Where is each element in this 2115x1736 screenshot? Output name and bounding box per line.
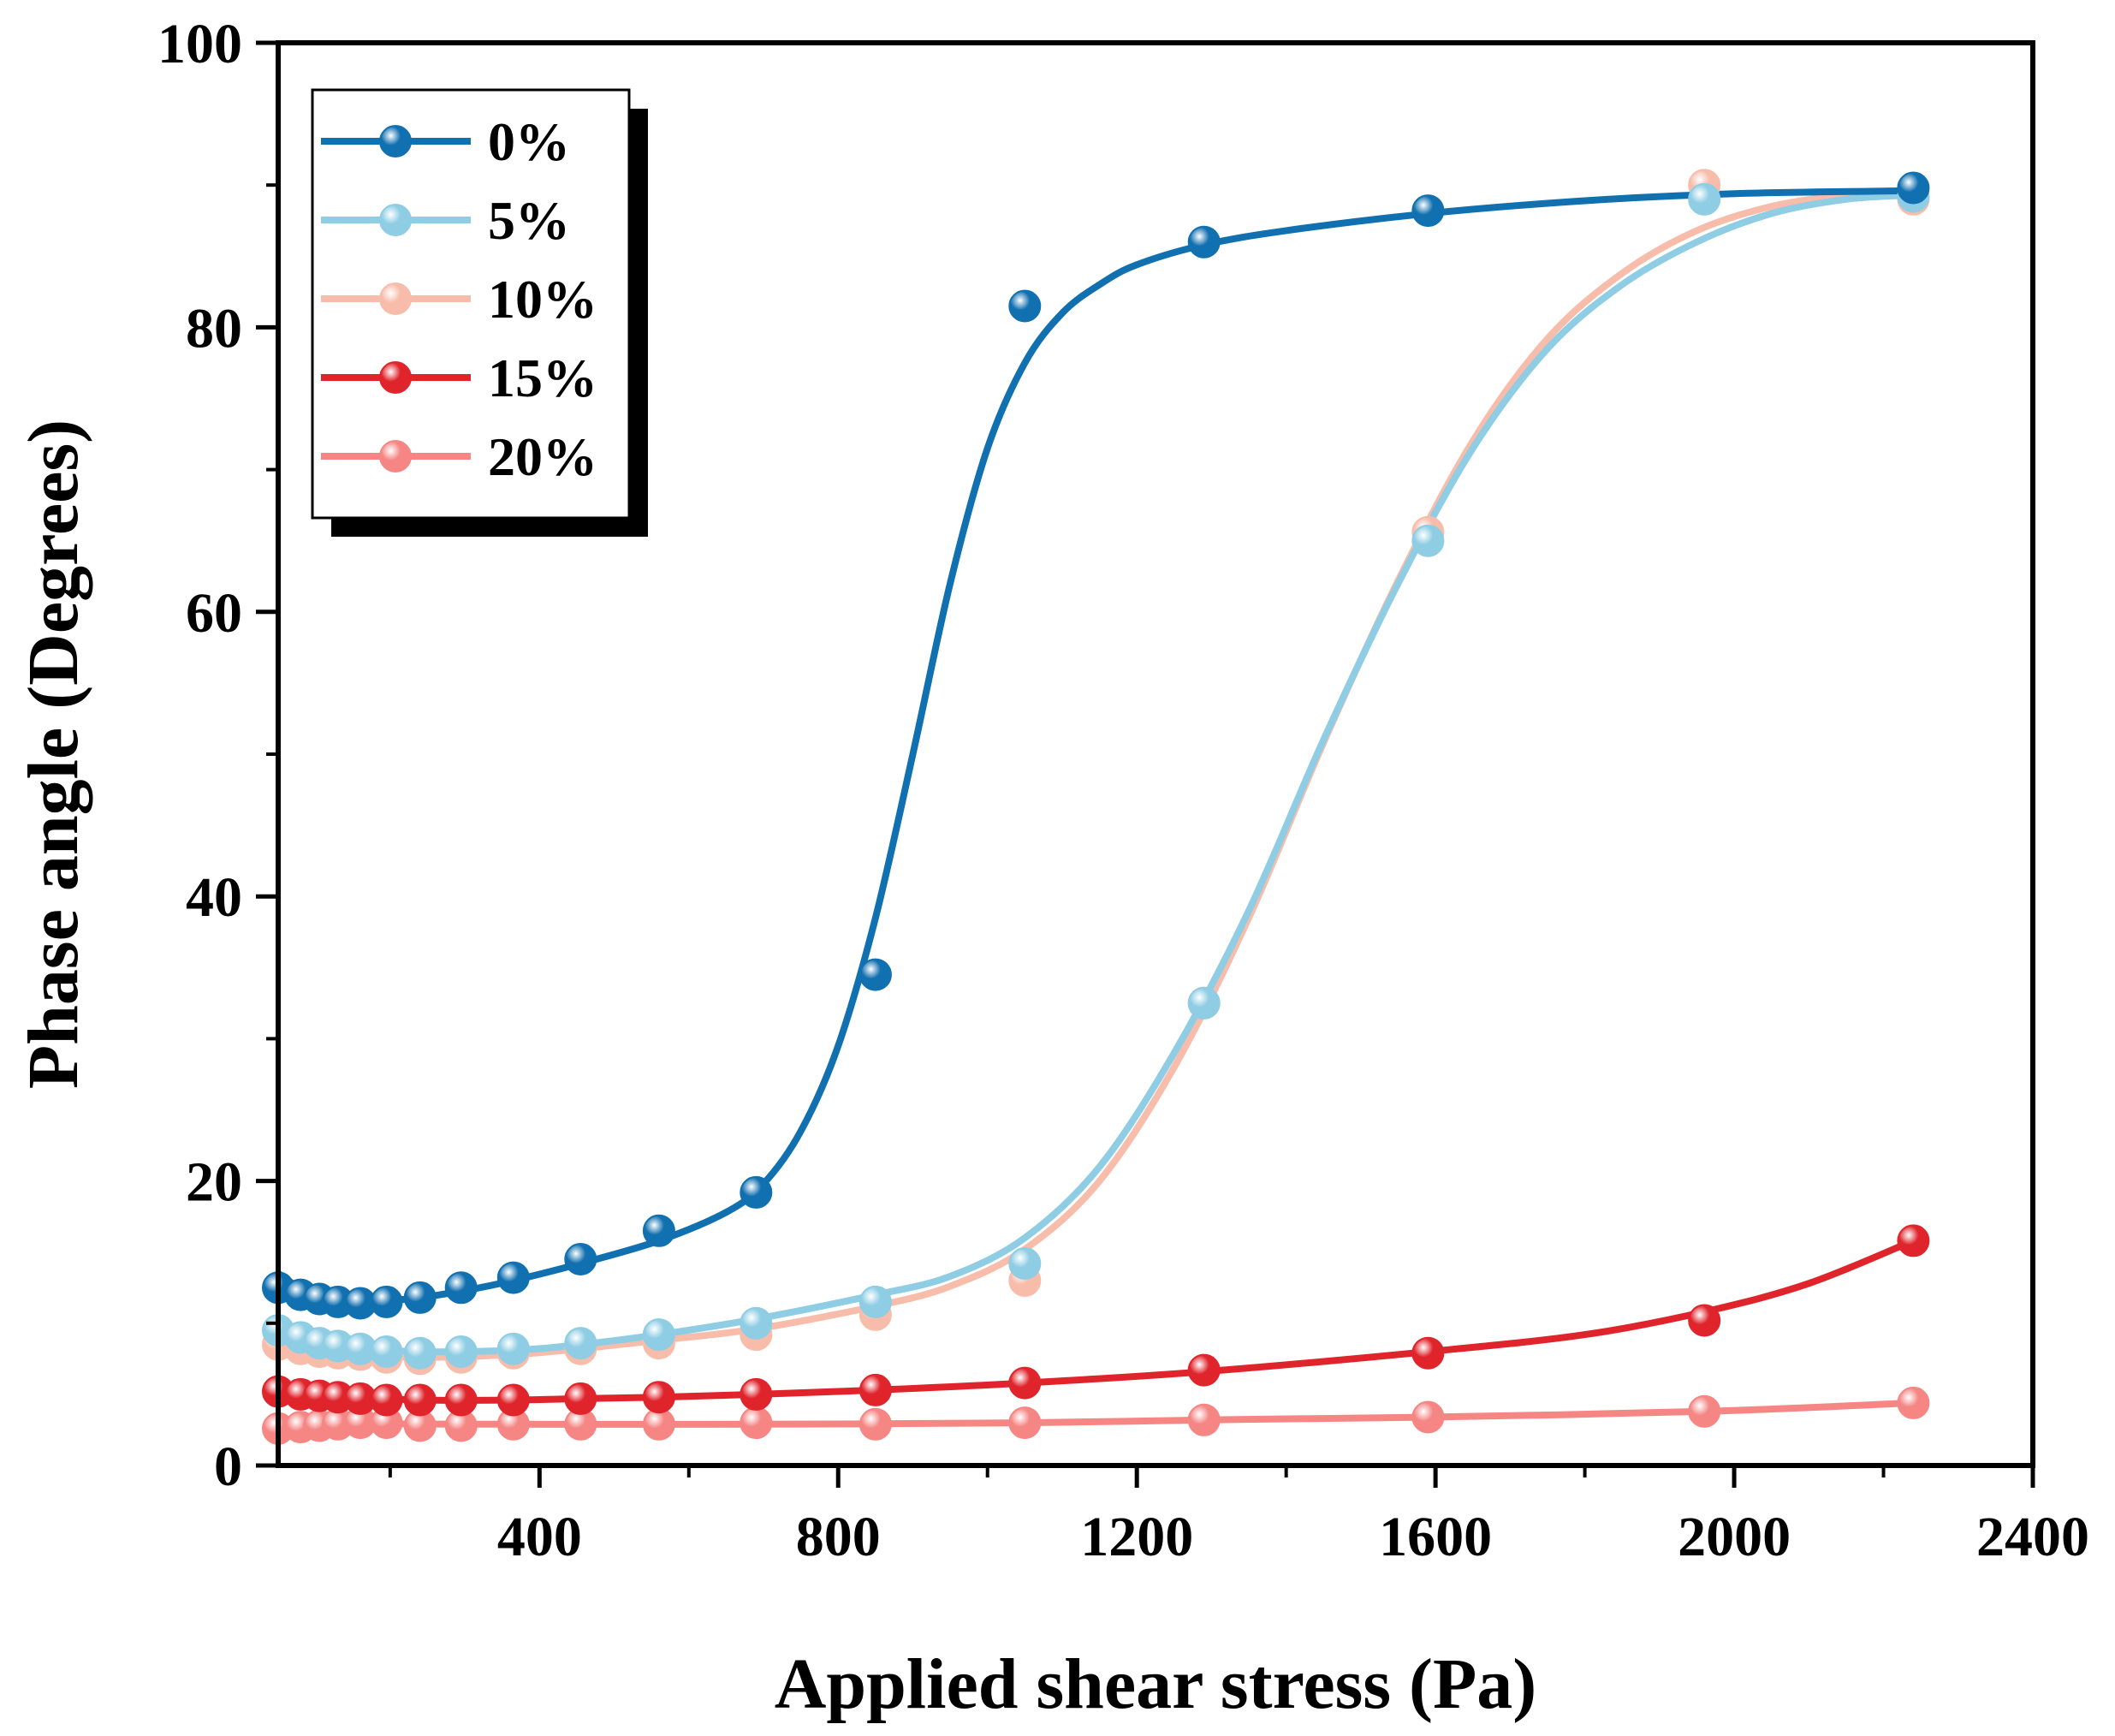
data-point-0-pct xyxy=(403,1281,437,1314)
markers-layer xyxy=(262,169,1930,1445)
legend-label-0-pct: 0% xyxy=(488,111,570,172)
data-point-0-pct xyxy=(1187,225,1221,259)
data-point-20-pct xyxy=(1688,1394,1721,1428)
data-point-5-pct xyxy=(642,1318,675,1352)
data-point-0-pct xyxy=(496,1261,530,1294)
x-tick-label: 2400 xyxy=(1976,1506,2089,1568)
data-point-0-pct xyxy=(1411,194,1445,228)
y-tick-label: 20 xyxy=(186,1151,242,1214)
data-point-5-pct xyxy=(1187,986,1221,1020)
series-curve-5-pct xyxy=(275,191,1917,1356)
data-point-5-pct xyxy=(370,1335,403,1368)
legend-marker-0-pct xyxy=(379,125,412,158)
legend-label-15-pct: 15% xyxy=(488,348,597,408)
data-point-0-pct xyxy=(444,1271,478,1305)
data-point-20-pct xyxy=(1008,1406,1042,1440)
legend-label-5-pct: 5% xyxy=(488,190,570,251)
data-point-0-pct xyxy=(858,958,892,991)
data-point-5-pct xyxy=(1008,1247,1042,1280)
data-point-15-pct xyxy=(858,1373,892,1406)
data-point-5-pct xyxy=(564,1327,597,1360)
data-point-15-pct xyxy=(403,1383,437,1417)
series-curve-0-pct xyxy=(275,187,1917,1305)
data-point-20-pct xyxy=(858,1407,892,1441)
data-point-15-pct xyxy=(1897,1224,1930,1257)
data-point-0-pct xyxy=(1897,171,1930,205)
series-curve-10-pct xyxy=(275,188,1917,1361)
x-tick-label: 400 xyxy=(497,1506,582,1568)
y-tick-label: 0 xyxy=(214,1436,242,1498)
y-tick-label: 80 xyxy=(186,297,242,360)
data-point-15-pct xyxy=(1688,1304,1721,1337)
x-tick-label: 1600 xyxy=(1379,1506,1492,1568)
legend: 0% 5% 10% 15% 20% xyxy=(311,88,648,537)
data-point-20-pct xyxy=(1411,1400,1445,1434)
data-point-15-pct xyxy=(1008,1366,1042,1400)
data-point-0-pct xyxy=(740,1175,773,1209)
tick-labels: 400 800 1200 1600 2000 2400 0 20 40 60 80 100 xyxy=(157,13,2089,1568)
x-tick-label: 800 xyxy=(796,1506,881,1568)
data-point-20-pct xyxy=(642,1407,675,1441)
axis-ticks xyxy=(256,40,2035,1488)
legend-label-10-pct: 10% xyxy=(488,269,597,330)
data-point-15-pct xyxy=(1411,1336,1445,1370)
legend-label-20-pct: 20% xyxy=(488,426,597,487)
data-point-15-pct xyxy=(740,1377,773,1411)
data-point-5-pct xyxy=(444,1335,478,1368)
data-point-5-pct xyxy=(496,1332,530,1365)
data-point-5-pct xyxy=(1688,182,1721,216)
x-axis-title: Applied shear stress (Pa) xyxy=(775,1644,1537,1724)
data-point-5-pct xyxy=(740,1306,773,1340)
x-tick-label: 2000 xyxy=(1678,1506,1791,1568)
y-tick-label: 40 xyxy=(186,866,242,929)
data-point-5-pct xyxy=(1411,524,1445,557)
data-point-20-pct xyxy=(740,1406,773,1440)
data-point-15-pct xyxy=(564,1382,597,1415)
data-point-0-pct xyxy=(564,1243,597,1275)
data-point-20-pct xyxy=(1187,1403,1221,1436)
data-point-15-pct xyxy=(370,1383,403,1417)
data-point-0-pct xyxy=(370,1285,403,1318)
legend-marker-10-pct xyxy=(379,282,412,315)
y-tick-label: 60 xyxy=(186,582,242,645)
legend-marker-15-pct xyxy=(379,361,412,394)
data-point-15-pct xyxy=(444,1383,478,1417)
legend-marker-20-pct xyxy=(379,440,412,473)
data-point-0-pct xyxy=(642,1214,675,1247)
data-point-0-pct xyxy=(1008,289,1042,323)
y-axis-title: Phase angle (Degrees) xyxy=(14,419,93,1089)
data-point-5-pct xyxy=(403,1336,437,1370)
y-tick-label: 100 xyxy=(157,13,242,75)
legend-box xyxy=(311,88,631,520)
data-point-20-pct xyxy=(1897,1386,1930,1419)
data-point-15-pct xyxy=(496,1383,530,1417)
series-curve-15-pct xyxy=(275,1237,1917,1404)
x-tick-label: 1200 xyxy=(1080,1506,1193,1568)
data-point-15-pct xyxy=(1187,1353,1221,1387)
data-point-5-pct xyxy=(858,1285,892,1318)
legend-marker-5-pct xyxy=(379,204,412,236)
data-point-15-pct xyxy=(642,1381,675,1414)
